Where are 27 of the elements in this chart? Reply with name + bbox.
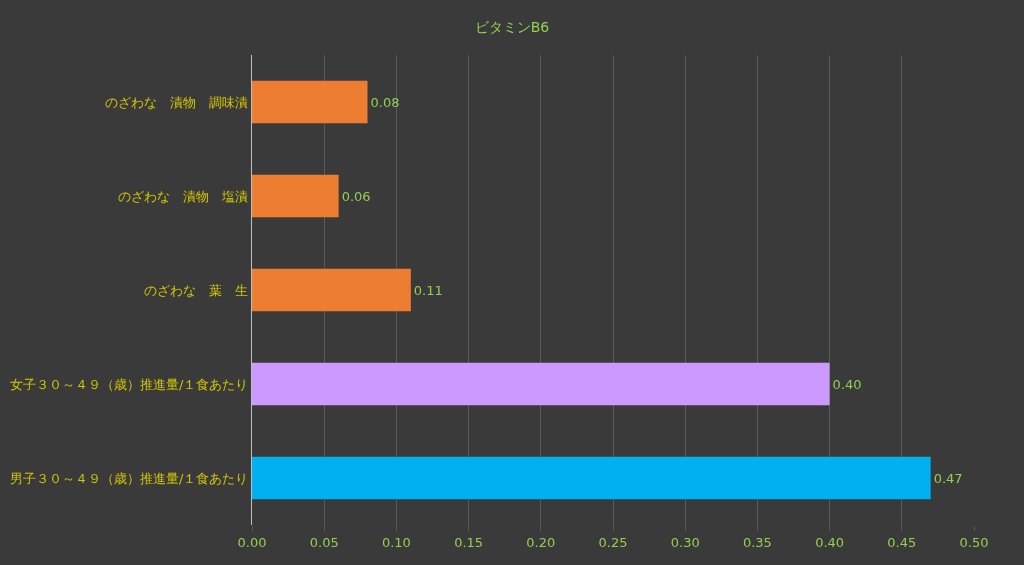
x-tick-label: 0.10 xyxy=(381,534,411,550)
x-tick-label: 0.05 xyxy=(309,534,339,550)
y-tick-label: 男子３０～４９（歳）推進量/１食あたり xyxy=(10,470,249,486)
x-tick-label: 0.15 xyxy=(454,534,484,550)
bar xyxy=(252,362,830,406)
data-label: 0.47 xyxy=(933,470,963,486)
y-tick-label: のざわな 漬物 調味漬 xyxy=(105,94,249,110)
x-tick-label: 0.30 xyxy=(670,534,700,550)
data-label: 0.06 xyxy=(341,188,371,204)
x-tick-label: 0.40 xyxy=(815,534,845,550)
x-tick-label: 0.45 xyxy=(887,534,917,550)
y-tick-label: のざわな 葉 生 xyxy=(144,282,249,298)
x-tick-label: 0.00 xyxy=(237,534,267,550)
bar xyxy=(252,456,931,500)
data-label: 0.40 xyxy=(832,376,862,392)
x-tick-label: 0.35 xyxy=(742,534,772,550)
chart-title: ビタミンB6 xyxy=(474,19,550,36)
y-tick-label: 女子３０～４９（歳）推進量/１食あたり xyxy=(10,376,249,392)
bar xyxy=(252,174,339,218)
x-tick-label: 0.20 xyxy=(526,534,556,550)
bar xyxy=(252,268,411,312)
bar xyxy=(252,80,368,124)
data-label: 0.08 xyxy=(370,94,400,110)
y-tick-label: のざわな 漬物 塩漬 xyxy=(118,188,249,204)
x-tick-label: 0.25 xyxy=(598,534,628,550)
data-label: 0.11 xyxy=(413,282,443,298)
x-tick-label: 0.50 xyxy=(959,534,989,550)
